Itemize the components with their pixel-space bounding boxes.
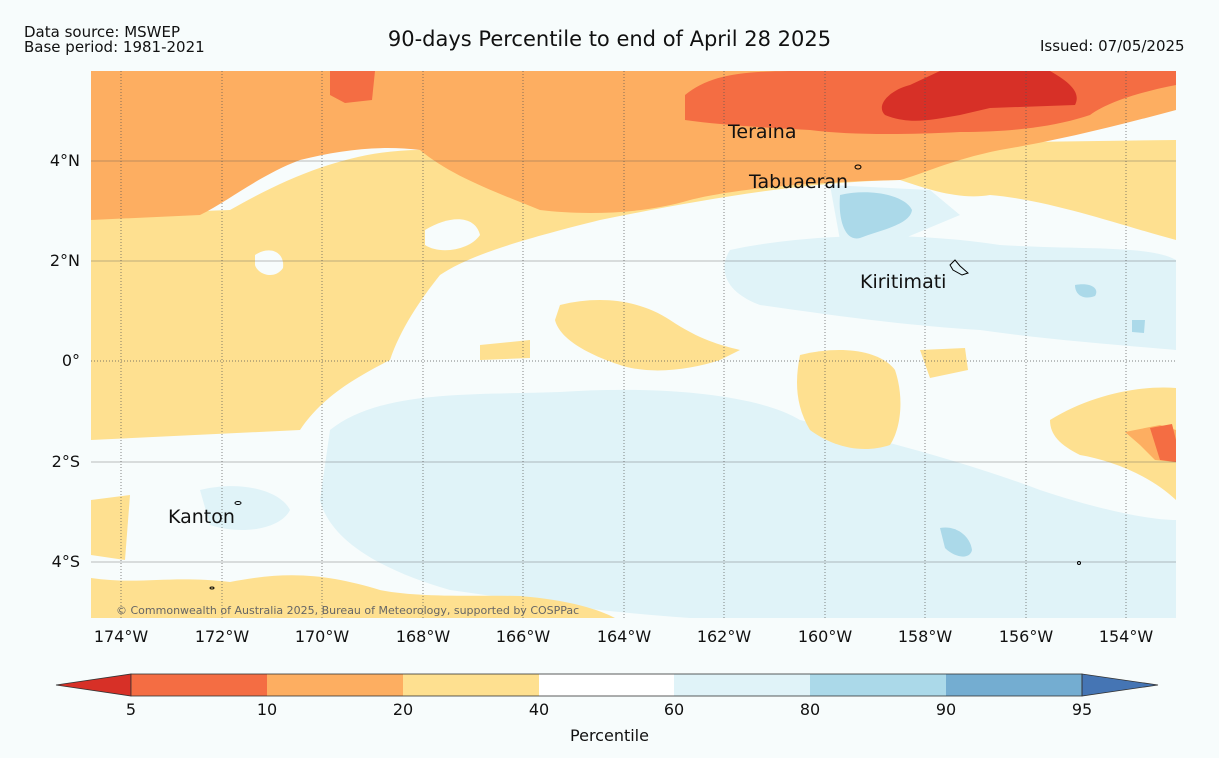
lon-label: 156°W <box>998 627 1054 646</box>
colorbar-segment <box>539 674 674 696</box>
field-80-90 <box>1075 284 1097 298</box>
colorbar-tick-label: 80 <box>799 700 821 719</box>
island-outline <box>1077 561 1081 565</box>
island-outlines <box>209 164 1081 590</box>
lat-label: 0° <box>61 351 80 370</box>
lon-label: 170°W <box>294 627 350 646</box>
colorbar-segment <box>810 674 946 696</box>
island-outline <box>209 586 215 590</box>
base-period-label: Base period: 1981-2021 <box>24 38 205 56</box>
colorbar-tick-label: 95 <box>1071 700 1093 719</box>
colorbar-segment <box>403 674 539 696</box>
colorbar-tick-label: 10 <box>256 700 278 719</box>
lon-label: 168°W <box>395 627 451 646</box>
field-60-80 <box>320 389 1176 618</box>
map-gridlines <box>91 71 1176 618</box>
colorbar-tick-label: 90 <box>935 700 957 719</box>
issued-date: Issued: 07/05/2025 <box>1040 37 1185 55</box>
field-80-90 <box>940 527 972 557</box>
field-60-80 <box>200 486 290 530</box>
place-label-kanton: Kanton <box>168 506 235 528</box>
colorbar-segment <box>267 674 403 696</box>
field-20-40 <box>555 300 740 371</box>
lon-label: 164°W <box>596 627 652 646</box>
field-20-40 <box>1050 387 1176 500</box>
field-5-10 <box>330 71 375 103</box>
field-20-40 <box>797 350 901 450</box>
lat-label: 2°S <box>51 452 80 471</box>
colorbar-tick-label: 40 <box>528 700 550 719</box>
lon-label: 166°W <box>495 627 551 646</box>
colorbar-segment <box>674 674 810 696</box>
colorbar-segment-below-5 <box>55 673 132 697</box>
lat-label: 4°N <box>49 151 80 170</box>
field-20-40 <box>91 140 1176 440</box>
kanton-island <box>234 501 242 505</box>
colorbar-title: Percentile <box>570 726 649 745</box>
field-60-80 <box>724 235 1176 350</box>
colorbar-segment <box>946 674 1082 696</box>
field-20-40 <box>91 575 615 618</box>
lon-label: 160°W <box>797 627 853 646</box>
copyright-notice: © Commonwealth of Australia 2025, Bureau… <box>116 604 580 617</box>
field-below-5 <box>881 71 1077 121</box>
field-80-90 <box>1132 320 1145 333</box>
lon-label: 172°W <box>194 627 250 646</box>
field-20-40 <box>920 348 968 378</box>
data-source-label: Data source: MSWEP <box>24 23 181 41</box>
lat-label: 2°N <box>49 251 80 270</box>
colorbar-segment-above-95 <box>1081 673 1159 697</box>
place-label-teraina: Teraina <box>728 121 797 143</box>
field-80-90 <box>839 192 912 239</box>
field-20-40 <box>480 340 530 360</box>
field-20-40 <box>91 495 130 560</box>
colorbar-tick-label: 60 <box>663 700 685 719</box>
lat-label: 4°S <box>51 552 80 571</box>
place-label-kiritimati: Kiritimati <box>860 271 947 293</box>
percentile-fields <box>91 71 1176 618</box>
field-5-10 <box>1150 424 1176 462</box>
field-40-60 <box>255 250 284 276</box>
field-40-60 <box>425 219 480 251</box>
map-title: 90-days Percentile to end of April 28 20… <box>387 27 832 51</box>
lon-label: 154°W <box>1098 627 1154 646</box>
colorbar-tick-label: 20 <box>392 700 414 719</box>
place-label-tabuaeran: Tabuaeran <box>749 171 849 193</box>
lon-label: 162°W <box>696 627 752 646</box>
colorbar-tick-label: 5 <box>125 700 137 719</box>
lon-label: 174°W <box>93 627 149 646</box>
kiritimati-island <box>949 259 969 276</box>
tabuaeran-island <box>854 164 862 170</box>
colorbar-segment <box>131 674 267 696</box>
lon-label: 158°W <box>897 627 953 646</box>
colorbar-frame <box>130 673 1083 697</box>
